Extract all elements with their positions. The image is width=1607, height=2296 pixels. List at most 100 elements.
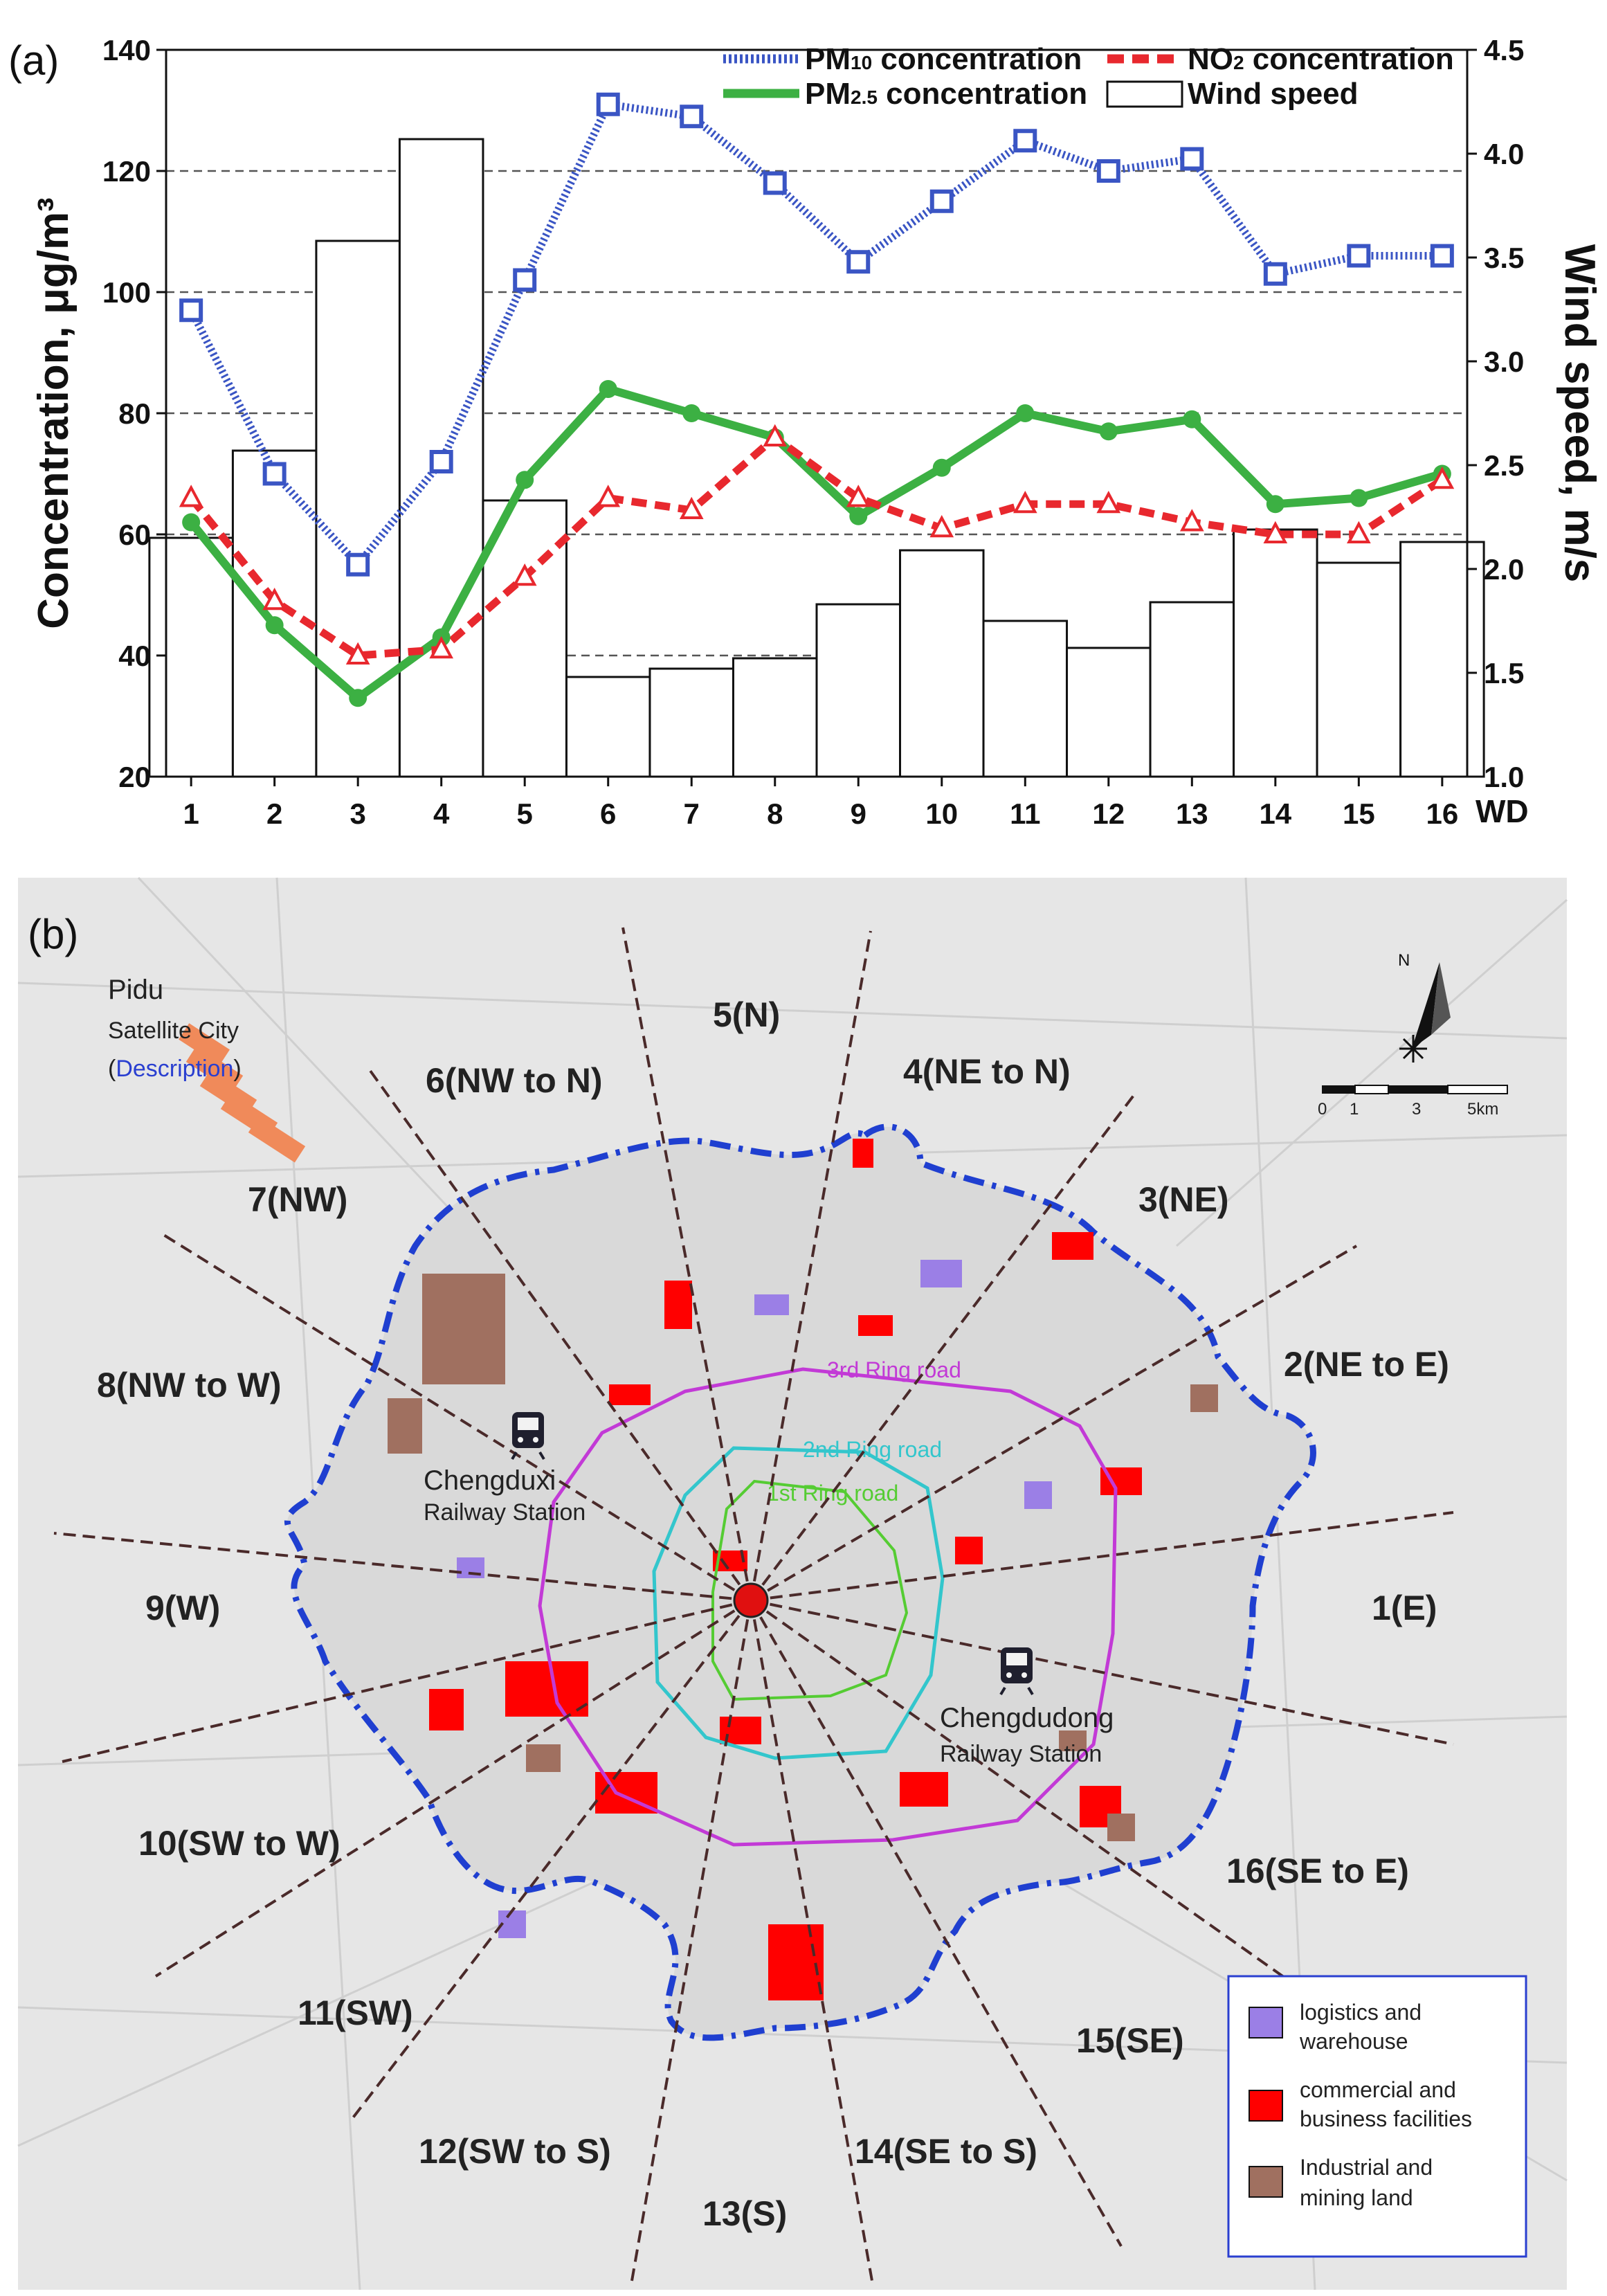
no2-point xyxy=(1013,491,1037,514)
panel-a-label: (a) xyxy=(8,37,59,84)
no2-point xyxy=(429,636,454,659)
wind-speed-bar xyxy=(815,603,902,778)
commercial-patch xyxy=(505,1661,588,1717)
station-w-sub: Railway Station xyxy=(424,1499,585,1526)
concentration-markers xyxy=(179,92,1455,707)
pm25-point xyxy=(849,507,868,525)
wd-label-1: 1(E) xyxy=(1372,1589,1437,1627)
pm10-point xyxy=(1013,129,1037,153)
x-tick-label: 15 xyxy=(1343,797,1375,830)
logistics-patch xyxy=(920,1260,962,1287)
panel-b-map: 3rd Ring road 2nd Ring road 1st Ring roa… xyxy=(17,876,1568,2290)
wd-label-7: 7(NW) xyxy=(248,1180,347,1219)
sector-boundary-line xyxy=(62,1599,752,1763)
y2-tick-label: 1.5 xyxy=(1484,657,1524,689)
map-legend: logistics and warehouse commercial and b… xyxy=(1227,1975,1527,2258)
wd-label-15: 15(SE) xyxy=(1076,2021,1184,2060)
pm25-point xyxy=(265,616,284,635)
pm10-point xyxy=(429,450,453,473)
train-icon xyxy=(511,1412,545,1461)
legend-label-wind: Wind speed xyxy=(1188,77,1359,111)
sector-boundary-line xyxy=(350,1599,752,2121)
legend-label-pm10: PM10 concentration xyxy=(805,42,1082,76)
wind-speed-bar xyxy=(1399,541,1485,778)
sector-boundary-line xyxy=(750,930,872,1601)
logistics-patch xyxy=(754,1294,789,1315)
scale-tick-3: 3 xyxy=(1412,1100,1421,1119)
chart-legend: PM10 concentration NO2 concentration PM2… xyxy=(723,42,1454,111)
wd-label-13: 13(S) xyxy=(702,2194,787,2233)
north-arrow-icon: N xyxy=(1398,951,1451,1063)
pm25-point xyxy=(516,471,534,489)
y-tick-label: 20 xyxy=(118,761,151,793)
x-tick-label: 4 xyxy=(433,797,450,830)
x-tick-label: 7 xyxy=(684,797,700,830)
no2-point xyxy=(846,485,871,507)
wind-speed-bar xyxy=(1233,528,1318,778)
pm10-point xyxy=(262,462,287,486)
pm25-point xyxy=(1183,410,1201,428)
pm10-point xyxy=(1430,244,1454,268)
wd-label-8: 8(NW to W) xyxy=(97,1366,282,1404)
y2-tick-label: 1.0 xyxy=(1484,761,1524,793)
x-tick-label: 1 xyxy=(183,797,199,830)
no2-point xyxy=(179,485,203,507)
industrial-patch xyxy=(1059,1730,1087,1751)
y-tick-label: 120 xyxy=(102,155,151,188)
x-tick-label: 16 xyxy=(1426,797,1458,830)
pm10-point xyxy=(929,189,954,213)
x-tick-label: 11 xyxy=(1010,797,1040,830)
commercial-patch xyxy=(664,1281,692,1329)
no2-point xyxy=(679,496,704,519)
pm25-point xyxy=(1016,404,1035,422)
legend-logistics-line1: logistics and xyxy=(1300,2000,1422,2025)
y2-tick-label: 2.5 xyxy=(1484,449,1524,482)
wd-label-16: 16(SE to E) xyxy=(1226,1852,1409,1890)
legend-commercial-swatch xyxy=(1249,2090,1283,2122)
compass-north-label: N xyxy=(1398,951,1410,970)
legend-industrial-swatch xyxy=(1249,2166,1283,2198)
series-line-no2 xyxy=(188,433,1444,660)
station-w-name: Chengduxi xyxy=(424,1465,556,1496)
pm10-point xyxy=(763,171,787,195)
wd-label-11: 11(SW) xyxy=(298,1994,413,2032)
y-tick-label: 60 xyxy=(118,518,151,551)
industrial-patch xyxy=(422,1274,505,1384)
pidu-description: (Description) xyxy=(108,1056,242,1082)
legend-commercial-line2: business facilities xyxy=(1300,2106,1472,2131)
sector-boundary-line xyxy=(750,1511,1454,1602)
pm10-point xyxy=(513,268,537,292)
wind-speed-bar xyxy=(315,239,401,778)
commercial-patch xyxy=(900,1772,948,1807)
commercial-patch xyxy=(768,1924,824,2000)
y-axis-title: Concentration, μg/m³ xyxy=(30,197,78,629)
industrial-patch xyxy=(526,1744,561,1772)
x-tick-label: 14 xyxy=(1259,797,1291,830)
x-tick-label: 9 xyxy=(851,797,866,830)
industrial-patch xyxy=(1107,1814,1135,1841)
chengdudong-station: Chengdudong Railway Station xyxy=(940,1647,1114,1767)
ring-road-1-label: 1st Ring road xyxy=(767,1481,898,1506)
series-line-pm10 xyxy=(188,100,1442,569)
no2-point xyxy=(1430,467,1455,489)
pm25-point xyxy=(1099,422,1118,441)
wd-label-3: 3(NE) xyxy=(1138,1180,1229,1219)
no2-point xyxy=(345,642,370,665)
wd-label-4: 4(NE to N) xyxy=(903,1052,1071,1091)
pm25-point xyxy=(182,513,201,532)
ring-road-2 xyxy=(652,1446,945,1760)
ring-road-1 xyxy=(711,1479,909,1701)
pidu-subtitle: Satellite City xyxy=(108,1018,239,1044)
scale-tick-0: 0 xyxy=(1318,1100,1327,1119)
sector-boundary-line xyxy=(750,1245,1358,1602)
industrial-patch xyxy=(1190,1384,1218,1412)
logistics-patch xyxy=(1024,1481,1052,1509)
pm10-point xyxy=(596,92,620,116)
y2-tick-label: 4.5 xyxy=(1484,34,1524,66)
pidu-patch xyxy=(185,1045,244,1092)
wind-speed-bar xyxy=(732,657,818,778)
pm25-point xyxy=(1266,495,1284,514)
concentration-lines xyxy=(188,100,1444,703)
wd-label-2: 2(NE to E) xyxy=(1284,1345,1449,1384)
